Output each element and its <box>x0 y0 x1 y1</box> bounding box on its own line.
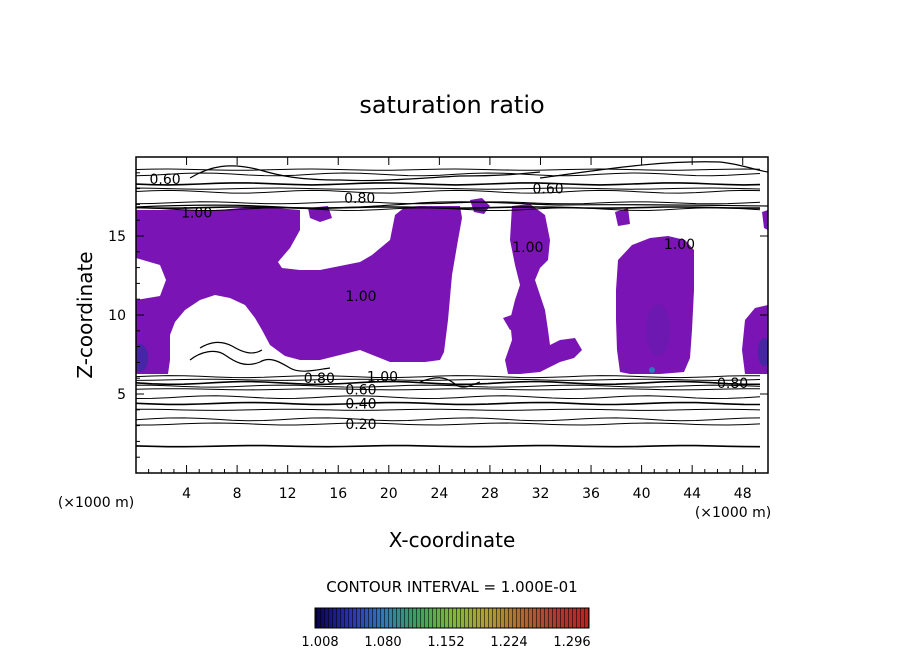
contour-line <box>136 172 761 177</box>
supersaturation-region <box>470 198 490 214</box>
contour-line <box>136 444 761 448</box>
x-axis-title: X-coordinate <box>389 528 516 552</box>
contour-label: 0.60 <box>149 172 180 188</box>
contour-line <box>189 165 541 182</box>
contour-line <box>136 422 761 426</box>
contour-line <box>136 378 761 381</box>
colorbar-stripes <box>315 608 589 628</box>
contour-line <box>136 408 761 411</box>
high-value-cores <box>136 304 768 373</box>
supersaturation-region <box>136 206 462 374</box>
contour-line <box>136 201 761 205</box>
contour-line <box>136 375 760 379</box>
x-tick-label: 12 <box>279 486 297 502</box>
contour-line <box>136 395 761 400</box>
contour-line <box>136 201 768 209</box>
plot-area <box>136 161 768 448</box>
colorbar-tick-label: 1.152 <box>427 635 464 650</box>
x-tick-label: 24 <box>430 486 448 502</box>
x-unit-label-right: (×1000 m) <box>695 505 771 521</box>
contour-label: 0.60 <box>345 382 376 398</box>
contour-line <box>136 182 761 186</box>
colorbar-labels: 1.008 1.080 1.152 1.224 1.296 <box>301 635 590 650</box>
boundary-contours <box>136 161 768 388</box>
supersaturation-fills <box>136 198 768 374</box>
contour-label: 1.00 <box>512 240 543 256</box>
contour-line <box>136 384 761 388</box>
y-tick-label: 15 <box>108 229 126 245</box>
chart-title: saturation ratio <box>359 91 544 119</box>
x-tick-label: 44 <box>683 486 701 502</box>
core-region <box>136 344 148 372</box>
y-axis-title: Z-coordinate <box>73 251 97 378</box>
contour-line <box>136 417 761 422</box>
colorbar-tick-label: 1.008 <box>301 635 338 650</box>
contour-label: 0.80 <box>344 191 375 207</box>
contour-label: 0.60 <box>532 182 563 198</box>
x-tick-label: 8 <box>233 486 242 502</box>
contour-interval: CONTOUR INTERVAL = 1.000E-01 <box>326 578 577 596</box>
contour-line <box>136 189 761 194</box>
contour-line <box>136 401 761 406</box>
contour-line <box>199 341 263 354</box>
x-tick-label: 40 <box>633 486 651 502</box>
x-tick-label: 28 <box>481 486 499 502</box>
colorbar: 1.008 1.080 1.152 1.224 1.296 <box>301 607 591 650</box>
contour-line <box>136 187 761 190</box>
contour-label: 0.80 <box>717 376 748 392</box>
core-region <box>646 304 670 356</box>
supersaturation-region <box>503 312 524 330</box>
contour-label: 1.00 <box>345 289 376 305</box>
supersaturation-region <box>380 316 390 330</box>
colorbar-tick-label: 1.080 <box>364 635 401 650</box>
horizontal-contours <box>136 168 761 448</box>
colorbar-tick-label: 1.224 <box>490 635 527 650</box>
x-tick-label: 16 <box>329 486 347 502</box>
contour-label: 0.20 <box>345 417 376 433</box>
contour-label: 1.00 <box>664 237 695 253</box>
contour-labels: 0.60 0.60 0.80 1.00 1.00 1.00 1.00 0.80 1.00 0.80… <box>149 172 748 433</box>
contour-line <box>136 388 760 391</box>
supersaturation-region <box>615 208 630 226</box>
core-region <box>649 367 655 373</box>
white-gap <box>136 258 166 300</box>
contour-line <box>539 161 768 179</box>
colorbar-tick-label: 1.296 <box>553 635 590 650</box>
x-tick-label: 20 <box>380 486 398 502</box>
supersaturation-region <box>762 210 768 230</box>
contour-line <box>189 350 331 372</box>
supersaturation-region <box>505 204 582 374</box>
contour-line <box>136 380 760 386</box>
contour-label: 1.00 <box>181 205 212 221</box>
x-unit-label: (×1000 m) <box>58 495 134 511</box>
contour-label: 0.80 <box>304 371 335 387</box>
y-tick-label: 5 <box>117 387 126 403</box>
x-tick-label: 48 <box>734 486 752 502</box>
supersaturation-region <box>292 318 304 334</box>
x-tick-label: 32 <box>532 486 550 502</box>
contour-line <box>419 377 481 388</box>
x-tick-label: 36 <box>582 486 600 502</box>
colorbar-frame <box>314 607 590 629</box>
contour-label: 0.40 <box>345 396 376 412</box>
y-tick-label: 10 <box>108 308 126 324</box>
contour-label: 1.00 <box>367 370 398 386</box>
core-region <box>758 338 768 366</box>
contour-line <box>136 206 760 210</box>
contour-line <box>136 168 761 171</box>
x-tick-label: 4 <box>182 486 191 502</box>
